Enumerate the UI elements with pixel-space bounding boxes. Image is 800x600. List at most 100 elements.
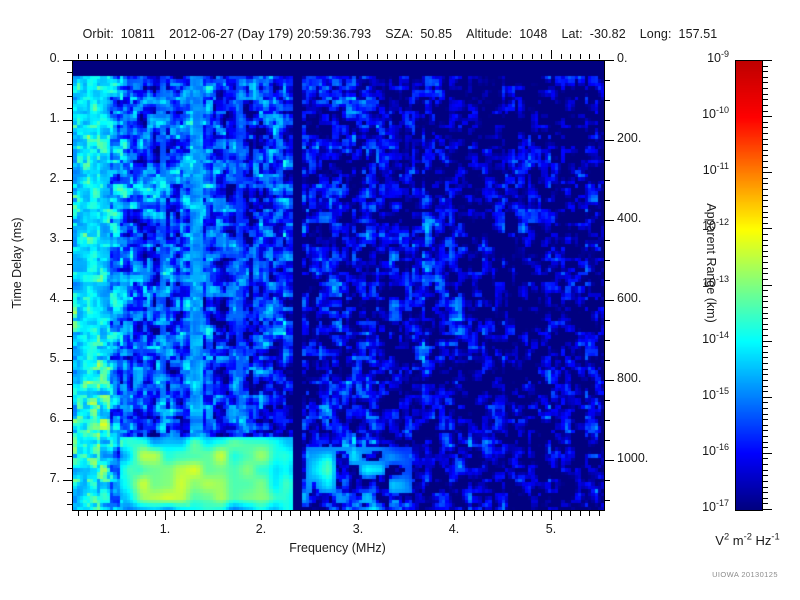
x-tick-minor [522, 511, 523, 516]
x-tick-top [107, 54, 108, 59]
y-tick-minor-left [67, 492, 72, 493]
colorbar-mantissa-3: 10 [702, 219, 716, 233]
sza-value: 50.85 [420, 27, 453, 41]
x-tick-top [367, 54, 368, 59]
colorbar-unit-label: V2 m-2 Hz-1 [680, 532, 800, 548]
x-tick-top [329, 54, 330, 59]
x-tick-top [145, 54, 146, 59]
colorbar-tick-minor [763, 167, 768, 168]
y-tick-minor-left [67, 504, 72, 505]
colorbar-tick-minor [763, 296, 768, 297]
orbit-label: Orbit: [82, 27, 114, 41]
colorbar-tick-minor [763, 481, 768, 482]
colorbar-tick-minor [763, 139, 768, 140]
x-tick-minor [203, 511, 204, 516]
y-tick-major-left-6 [63, 420, 72, 421]
colorbar-tick-minor [763, 105, 768, 106]
watermark: UIOWA 20130125 [712, 570, 778, 579]
colorbar-tick-minor [763, 251, 768, 252]
x-tick-top [155, 54, 156, 59]
x-tick-minor [348, 511, 349, 516]
y-tick-minor-right [605, 120, 610, 121]
x-tick-top [541, 54, 542, 59]
x-tick-top [290, 54, 291, 59]
colorbar-exponent-7: -16 [715, 441, 729, 452]
y-tick-minor-right [605, 280, 610, 281]
x-tick-minor [281, 511, 282, 516]
x-tick-top [464, 54, 465, 59]
unit-meter: m [729, 533, 744, 548]
x-ticklabel-4: 5. [545, 522, 557, 536]
colorbar-ticklabel-7: 10-16 [657, 441, 729, 458]
x-tick-minor [223, 511, 224, 516]
x-tick-minor [367, 511, 368, 516]
colorbar-ticklabel-3: 10-12 [657, 217, 729, 233]
x-ticklabel-3: 4. [448, 522, 460, 536]
x-tick-minor [493, 511, 494, 516]
colorbar-tick-minor [763, 161, 768, 162]
x-tick-top [454, 50, 455, 59]
colorbar-tick-major-4 [763, 285, 772, 286]
y-ticklabel-left-1: 1. [49, 111, 60, 125]
x-tick-minor [290, 511, 291, 516]
x-tick-minor [406, 511, 407, 516]
colorbar-tick-minor [763, 268, 768, 269]
x-tick-minor [599, 511, 600, 516]
orbit-value: 10811 [120, 27, 156, 41]
colorbar-ticklabel-1: 10-10 [657, 105, 729, 121]
x-tick-minor [541, 511, 542, 516]
colorbar-tick-minor [763, 245, 768, 246]
x-tick-minor [445, 511, 446, 516]
colorbar-tick-minor [763, 301, 768, 302]
colorbar-tick-minor [763, 498, 768, 499]
y-tick-minor-left [67, 372, 72, 373]
y-tick-minor-left [67, 336, 72, 337]
x-tick-top [358, 50, 359, 59]
y-tick-major-right-0 [605, 60, 614, 61]
colorbar-tick-minor [763, 369, 768, 370]
x-tick-top [483, 54, 484, 59]
colorbar-gradient [736, 61, 762, 510]
y-ticklabel-right-5: 1000. [617, 451, 649, 465]
colorbar-tick-minor [763, 464, 768, 465]
y-tick-minor-right [605, 160, 610, 161]
colorbar-exponent-6: -15 [715, 385, 729, 396]
x-tick-top [281, 54, 282, 59]
y-tick-minor-right [605, 480, 610, 481]
x-tick-top [300, 54, 301, 59]
x-tick-minor [78, 511, 79, 516]
colorbar-tick-minor [763, 357, 768, 358]
x-tick-minor [474, 511, 475, 516]
y-tick-major-left-0 [63, 60, 72, 61]
x-tick-minor [589, 511, 590, 516]
y-tick-minor-left [67, 72, 72, 73]
colorbar-tick-minor [763, 262, 768, 263]
x-tick-minor [174, 511, 175, 516]
colorbar-tick-minor [763, 374, 768, 375]
y-ticklabel-right-2: 400. [617, 211, 642, 225]
x-tick-top [338, 54, 339, 59]
colorbar-tick-major-0 [763, 60, 772, 61]
x-tick-minor [416, 511, 417, 516]
y-tick-minor-left [67, 312, 72, 313]
colorbar-tick-minor [763, 144, 768, 145]
colorbar-tick-minor [763, 183, 768, 184]
y-tick-minor-left [67, 144, 72, 145]
colorbar-tick-minor [763, 503, 768, 504]
y-axis-title-left: Time Delay (ms) [10, 217, 24, 309]
y-tick-minor-right [605, 400, 610, 401]
x-tick-minor [232, 511, 233, 516]
x-tick-top [474, 54, 475, 59]
x-tick-minor [300, 511, 301, 516]
colorbar-tick-minor [763, 99, 768, 100]
x-tick-minor [213, 511, 214, 516]
colorbar-tick-major-7 [763, 453, 772, 454]
colorbar-tick-minor [763, 212, 768, 213]
x-tick-minor [310, 511, 311, 516]
x-tick-minor [561, 511, 562, 516]
colorbar-tick-minor [763, 88, 768, 89]
long-value: 157.51 [678, 27, 718, 41]
x-tick-top [493, 54, 494, 59]
y-tick-major-right-600 [605, 300, 614, 301]
x-tick-top [203, 54, 204, 59]
